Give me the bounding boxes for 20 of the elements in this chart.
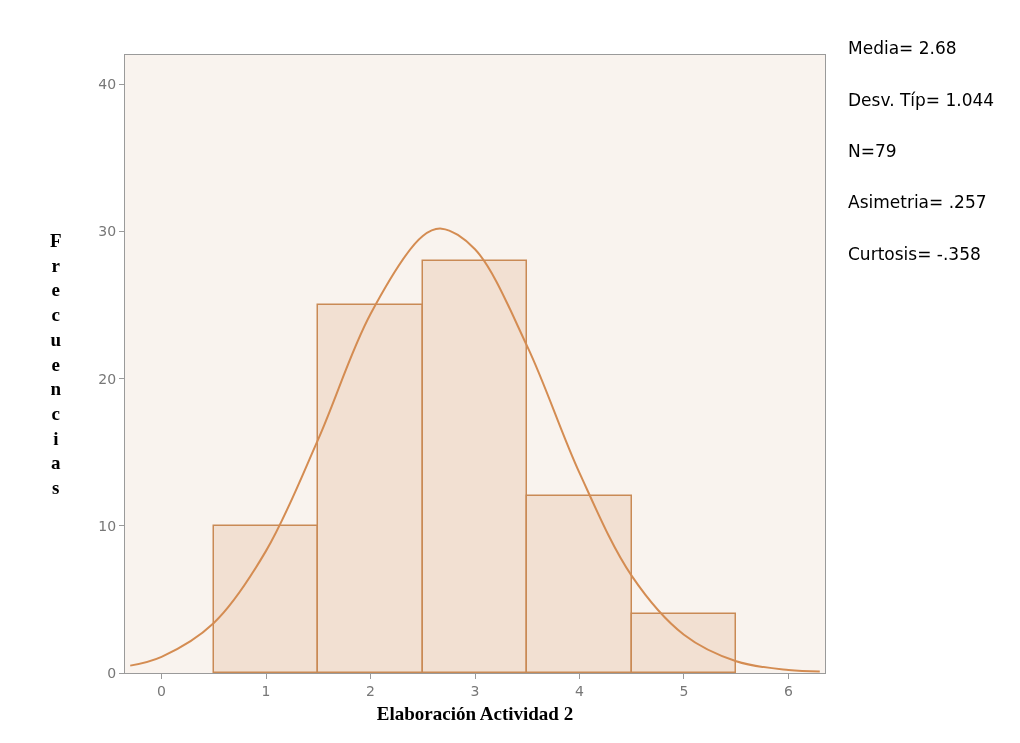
y-tick-label: 40 <box>98 76 117 93</box>
x-tick-label: 6 <box>783 682 793 699</box>
x-tick-label: 3 <box>470 682 480 699</box>
y-tick-label: 10 <box>98 517 117 534</box>
y-tick-label: 30 <box>98 223 117 240</box>
x-tick-label: 0 <box>157 682 167 699</box>
text: Asimetria= .257 <box>848 192 987 212</box>
x-tick-label: 5 <box>679 682 689 699</box>
text: Media= 2.68 <box>848 38 957 58</box>
x-tick-label: 2 <box>366 682 375 699</box>
text: Desv. Típ= 1.044 <box>848 90 995 110</box>
text: Frecuencias <box>50 230 62 498</box>
y-tick-label: 0 <box>107 664 117 681</box>
x-axis-title: Elaboración Actividad 2 <box>376 702 574 724</box>
text: N=79 <box>848 141 897 161</box>
line-series <box>129 227 821 673</box>
text: Curtosis= -.358 <box>848 244 981 264</box>
x-tick-label: 1 <box>261 682 271 699</box>
x-tick-label: 4 <box>575 682 585 699</box>
y-tick-label: 20 <box>98 370 117 387</box>
